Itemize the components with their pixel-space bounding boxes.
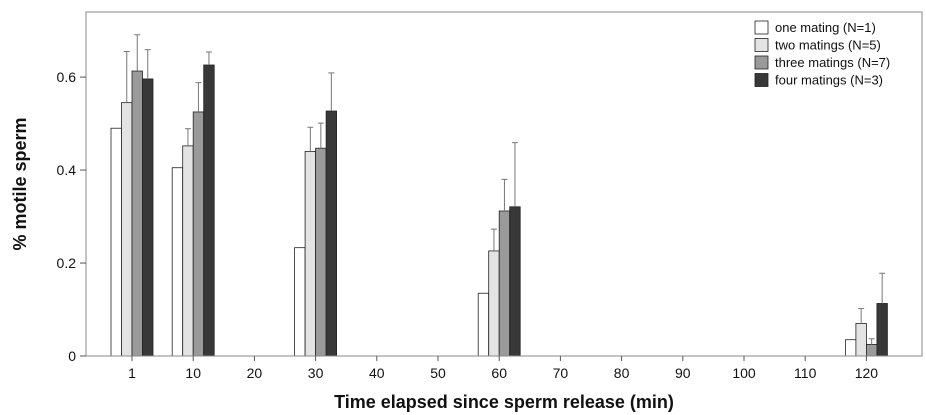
legend-swatch [754,55,769,70]
x-axis-ticks: 1 10 20 30 40 50 60 70 80 90 100 110 120 [128,356,878,381]
bar [315,147,327,357]
x-tick-label: 20 [247,365,263,381]
bar [325,110,338,357]
y-tick-label: 0.4 [57,162,77,178]
bar [509,206,521,357]
x-tick-label: 100 [732,365,756,381]
bar [488,250,500,357]
legend-label: one mating (N=1) [775,20,876,35]
bar [498,210,511,357]
bar [182,145,194,357]
x-tick-label: 60 [491,365,507,381]
y-tick-label: 0.2 [57,255,77,271]
bar [304,151,317,357]
axes-layer [85,11,923,357]
legend-swatch [754,20,769,35]
bars-layer [110,64,888,357]
y-axis-ticks: 0 0.2 0.4 0.6 [57,69,86,364]
y-tick-label: 0.6 [57,69,77,85]
plot-frame [85,11,923,357]
x-tick-label: 120 [855,365,879,381]
bar [845,339,857,357]
legend-label: two matings (N=5) [775,38,881,53]
bar [876,303,888,357]
error-bars-layer [123,34,886,345]
bar [171,167,184,357]
bar [192,111,205,357]
legend: one mating (N=1) two matings (N=5) three m… [754,20,890,88]
x-tick-label: 50 [430,365,446,381]
bar [142,78,154,357]
bar [110,127,122,357]
legend-swatch [754,38,769,52]
bar [294,247,306,357]
legend-swatch [754,73,769,87]
y-axis-title: % motile sperm [10,117,30,250]
x-tick-label: 90 [675,365,691,381]
legend-label: three matings (N=7) [775,55,890,70]
bar [855,323,867,357]
bar [866,343,878,357]
y-tick-label: 0 [68,348,76,364]
legend-label: four matings (N=3) [775,73,883,88]
x-tick-label: 110 [794,365,817,381]
x-tick-label: 1 [128,365,136,381]
x-tick-label: 10 [185,365,201,381]
bar [477,292,490,357]
x-tick-label: 30 [308,365,324,381]
bar [131,70,143,357]
x-axis-title: Time elapsed since sperm release (min) [334,392,674,412]
x-tick-label: 40 [369,365,385,381]
x-tick-label: 70 [553,365,569,381]
bar [121,102,133,357]
x-tick-label: 80 [614,365,630,381]
bar [203,64,215,357]
